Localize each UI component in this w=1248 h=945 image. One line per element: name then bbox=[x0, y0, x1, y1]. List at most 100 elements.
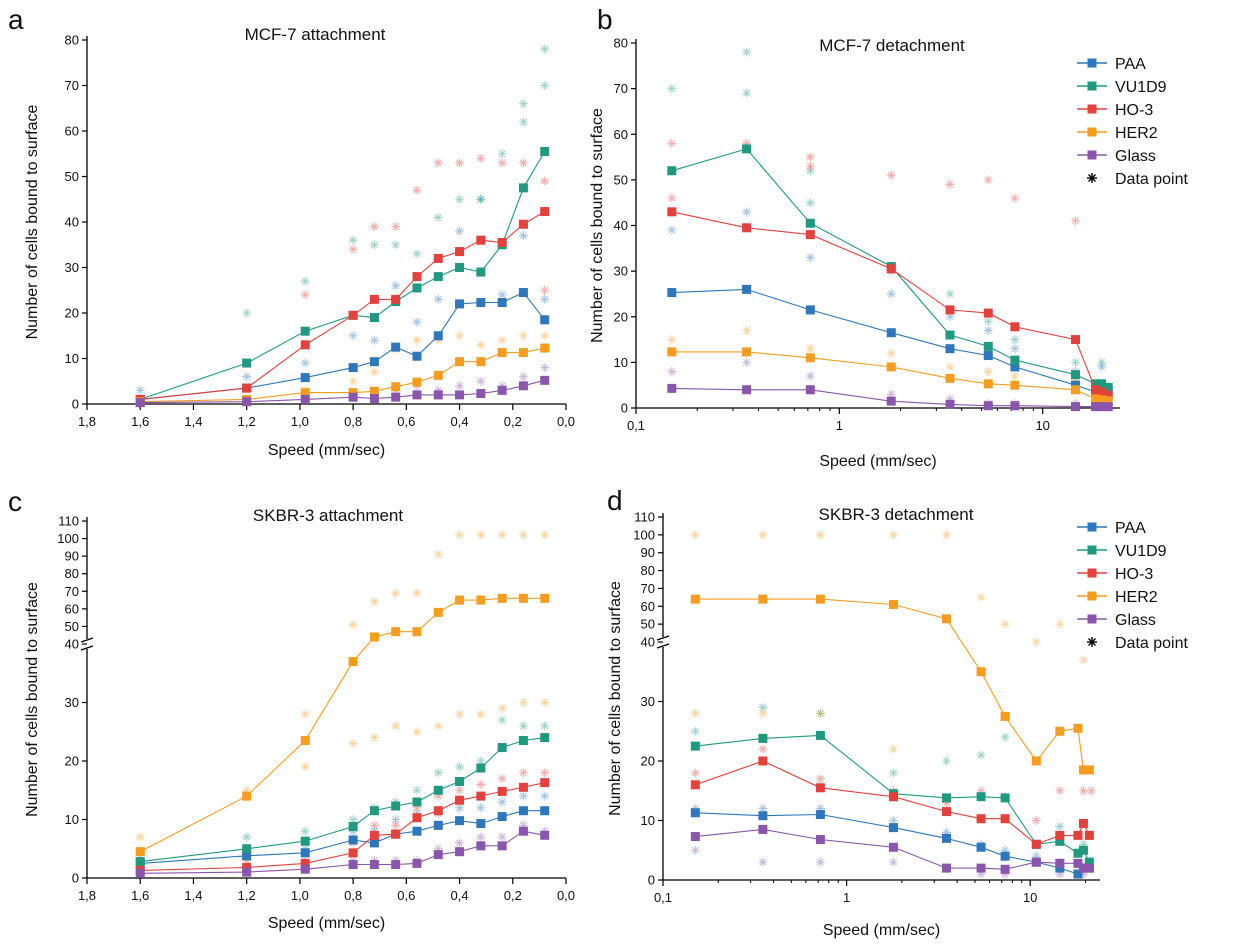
chart-title: SKBR-3 detachment bbox=[819, 505, 974, 524]
data-point-marker bbox=[518, 721, 528, 731]
data-point-marker bbox=[742, 207, 752, 217]
series-marker bbox=[540, 830, 550, 840]
series-marker bbox=[476, 267, 486, 277]
data-point-marker bbox=[805, 166, 815, 176]
series-marker bbox=[976, 792, 986, 802]
data-point-marker bbox=[518, 768, 528, 778]
x-tick-label: 1,0 bbox=[291, 888, 309, 903]
data-point-marker bbox=[690, 768, 700, 778]
series-marker bbox=[455, 847, 465, 857]
axis-break-mark bbox=[656, 635, 670, 641]
data-point-marker bbox=[815, 857, 825, 867]
series-marker bbox=[135, 868, 145, 878]
series-marker bbox=[805, 230, 815, 240]
data-point-marker bbox=[805, 161, 815, 171]
panel-letter: a bbox=[8, 4, 24, 35]
series-marker bbox=[412, 813, 422, 823]
series-marker bbox=[1000, 814, 1010, 824]
data-point-marker bbox=[497, 715, 507, 725]
data-point-marker bbox=[497, 703, 507, 713]
data-point-marker bbox=[1055, 821, 1065, 831]
data-point-marker bbox=[348, 331, 358, 341]
series-marker bbox=[1010, 380, 1020, 390]
series-marker bbox=[1000, 851, 1010, 861]
legend-label: HER2 bbox=[1115, 125, 1158, 142]
data-point-marker bbox=[758, 804, 768, 814]
chart-title: MCF-7 detachment bbox=[819, 36, 965, 55]
series-marker bbox=[945, 344, 955, 354]
data-point-marker bbox=[1097, 362, 1107, 372]
x-tick-label: 1,6 bbox=[131, 414, 149, 429]
data-point-marker bbox=[348, 376, 358, 386]
series-marker bbox=[540, 593, 550, 603]
series-marker bbox=[941, 833, 951, 843]
series-marker bbox=[476, 819, 486, 829]
series-marker bbox=[300, 340, 310, 350]
x-axis-label: Speed (mm/sec) bbox=[268, 915, 385, 932]
data-point-marker bbox=[433, 768, 443, 778]
data-point-marker bbox=[518, 372, 528, 382]
y-axis-label: Number of cells bound to surface bbox=[589, 108, 606, 343]
series-marker bbox=[518, 593, 528, 603]
series-marker bbox=[433, 253, 443, 263]
data-point-marker bbox=[540, 363, 550, 373]
series-marker bbox=[391, 342, 401, 352]
series-marker bbox=[1000, 711, 1010, 721]
series-marker bbox=[455, 247, 465, 257]
data-point-marker bbox=[412, 727, 422, 737]
data-point-marker bbox=[758, 744, 768, 754]
data-points bbox=[135, 44, 550, 404]
series-marker bbox=[815, 810, 825, 820]
x-tick-label: 0,0 bbox=[557, 414, 575, 429]
data-point-marker bbox=[1031, 637, 1041, 647]
series-marker bbox=[1010, 401, 1020, 411]
y-tick-label: 40 bbox=[614, 218, 628, 233]
series-marker bbox=[667, 347, 677, 357]
legend-label: PAA bbox=[1115, 520, 1146, 537]
series-marker bbox=[941, 863, 951, 873]
legend-item-paa: PAA bbox=[1077, 520, 1146, 537]
series-marker bbox=[412, 272, 422, 282]
series-marker bbox=[805, 385, 815, 395]
series-marker bbox=[300, 326, 310, 336]
data-point-marker bbox=[1010, 344, 1020, 354]
series-marker bbox=[433, 331, 443, 341]
data-point-marker bbox=[690, 708, 700, 718]
data-point-marker bbox=[433, 335, 443, 345]
data-point-marker bbox=[242, 832, 252, 842]
series-marker bbox=[391, 392, 401, 402]
data-point-marker bbox=[742, 88, 752, 98]
data-point-marker bbox=[886, 389, 896, 399]
series-marker bbox=[742, 347, 752, 357]
series-marker bbox=[758, 824, 768, 834]
data-point-marker bbox=[476, 340, 486, 350]
y-tick-label: 110 bbox=[58, 514, 79, 529]
legend-item-her2: HER2 bbox=[1077, 589, 1158, 606]
series-marker bbox=[888, 842, 898, 852]
series-marker bbox=[455, 816, 465, 826]
x-tick-label: 1,4 bbox=[184, 414, 202, 429]
series-paa bbox=[135, 806, 550, 868]
legend-marker bbox=[1087, 150, 1097, 160]
series-marker bbox=[1078, 818, 1088, 828]
x-tick-label: 0,4 bbox=[451, 888, 469, 903]
series-marker bbox=[742, 144, 752, 154]
series-marker bbox=[1070, 380, 1080, 390]
data-point-marker bbox=[455, 194, 465, 204]
data-point-marker bbox=[742, 138, 752, 148]
data-point-marker bbox=[497, 149, 507, 159]
data-point-marker bbox=[1000, 732, 1010, 742]
data-point-marker bbox=[497, 335, 507, 345]
data-point-marker bbox=[1078, 655, 1088, 665]
series-marker bbox=[300, 394, 310, 404]
data-point-marker bbox=[1071, 357, 1080, 367]
data-point-marker bbox=[391, 240, 401, 250]
series-marker bbox=[300, 836, 310, 846]
series-marker bbox=[369, 830, 379, 840]
series-marker bbox=[391, 829, 401, 839]
data-point-marker bbox=[433, 212, 443, 222]
panel-letter: b bbox=[597, 4, 613, 35]
series-marker bbox=[412, 858, 422, 868]
data-point-marker bbox=[888, 857, 898, 867]
series-marker bbox=[412, 351, 422, 361]
